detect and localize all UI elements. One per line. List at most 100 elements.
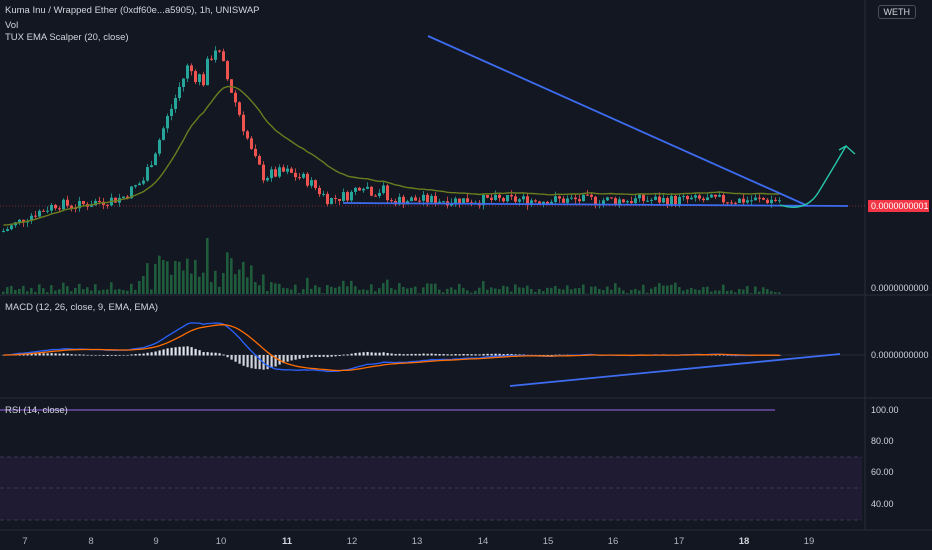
triangle-annotation[interactable] [342, 35, 856, 208]
ema-indicator-label[interactable]: TUX EMA Scalper (20, close) [5, 32, 129, 43]
volume-bar [278, 283, 281, 294]
histogram-bar [474, 354, 477, 356]
candle [490, 194, 493, 203]
volume-bar [446, 288, 449, 294]
volume-bar [246, 277, 249, 294]
candle [262, 161, 265, 184]
ema-legend: TUX EMA Scalper (20, close) [5, 32, 135, 43]
volume-bar [750, 293, 753, 294]
volume-bar [186, 258, 189, 294]
volume-bar [146, 263, 149, 294]
volume-bar [486, 289, 489, 294]
candle [186, 63, 189, 83]
histogram-bar [362, 352, 365, 356]
candle [274, 166, 277, 178]
candle [566, 195, 569, 204]
volume-bar [762, 287, 765, 294]
histogram-bar [78, 354, 81, 356]
histogram-bar [66, 353, 69, 356]
volume-bar [394, 289, 397, 294]
macd-histogram [2, 346, 781, 370]
volume-bar [582, 284, 585, 294]
candle [354, 187, 357, 196]
candle [686, 195, 689, 204]
histogram-bar [270, 355, 273, 368]
candle [250, 135, 253, 150]
volume-bar [414, 286, 417, 294]
candle [362, 187, 365, 193]
candle [530, 198, 533, 207]
volume-bar [658, 283, 661, 294]
volume-bar [430, 283, 433, 294]
candle [514, 192, 517, 205]
volume-bar [770, 291, 773, 294]
candle [318, 185, 321, 197]
support-trendline[interactable] [342, 202, 849, 207]
candle [650, 197, 653, 205]
vol-label[interactable]: Vol [5, 20, 19, 31]
candle [582, 194, 585, 202]
volume-bar [442, 292, 445, 294]
macd-title[interactable]: MACD (12, 26, close, 9, EMA, EMA) [5, 302, 159, 313]
x-tick-11: 11 [281, 536, 293, 547]
candle [698, 194, 701, 201]
candle [758, 194, 761, 203]
volume-bar [214, 270, 217, 294]
histogram-bar [94, 355, 97, 356]
histogram-bar [54, 353, 57, 356]
histogram-bar [182, 346, 185, 356]
volume-bar [598, 288, 601, 294]
histogram-bar [46, 353, 49, 356]
histogram-bar [534, 354, 537, 356]
candle [554, 191, 557, 204]
candle [382, 182, 385, 195]
breakout-projection-line[interactable] [779, 145, 847, 208]
candle [574, 194, 577, 204]
volume-bar [426, 283, 429, 294]
volume-bar [438, 289, 441, 294]
histogram-bar [150, 352, 153, 356]
ema-scalper-line [3, 85, 780, 226]
rsi-title[interactable]: RSI (14, close) [5, 405, 68, 416]
volume-bar [638, 290, 641, 294]
volume-bar [502, 285, 505, 294]
volume-bar [342, 280, 345, 294]
symbol-title[interactable]: Kuma Inu / Wrapped Ether (0xdf60e...a590… [5, 5, 260, 16]
candle [370, 186, 373, 197]
candle [498, 193, 501, 202]
histogram-bar [258, 355, 261, 370]
histogram-bar [202, 352, 205, 356]
histogram-bar [470, 354, 473, 356]
volume-bar [94, 284, 97, 294]
quote-currency-badge[interactable]: WETH [877, 5, 916, 19]
candle [646, 196, 649, 202]
macd-rising-trendline[interactable] [509, 353, 841, 387]
histogram-bar [174, 347, 177, 356]
volume-bar [126, 290, 129, 294]
volume-bar [58, 289, 61, 294]
volume-bar [474, 290, 477, 294]
volume-bar [746, 286, 749, 294]
histogram-bar [142, 353, 145, 356]
volume-bar [306, 277, 309, 294]
candle [42, 209, 45, 212]
descending-trendline[interactable] [427, 35, 809, 207]
volume-bar [374, 291, 377, 294]
candle [558, 195, 561, 203]
candle [522, 192, 525, 203]
volume-bar [554, 286, 557, 294]
volume-bar [162, 259, 165, 294]
candle [446, 196, 449, 209]
volume-bar [206, 237, 209, 294]
candle [134, 184, 137, 189]
histogram-bar [374, 352, 377, 356]
candle [470, 199, 473, 206]
histogram-bar [402, 354, 405, 356]
histogram-bar [282, 355, 285, 364]
histogram-bar [554, 354, 557, 356]
histogram-bar [194, 348, 197, 356]
histogram-bar [98, 355, 101, 356]
histogram-bar [130, 354, 133, 356]
candle [194, 69, 197, 85]
